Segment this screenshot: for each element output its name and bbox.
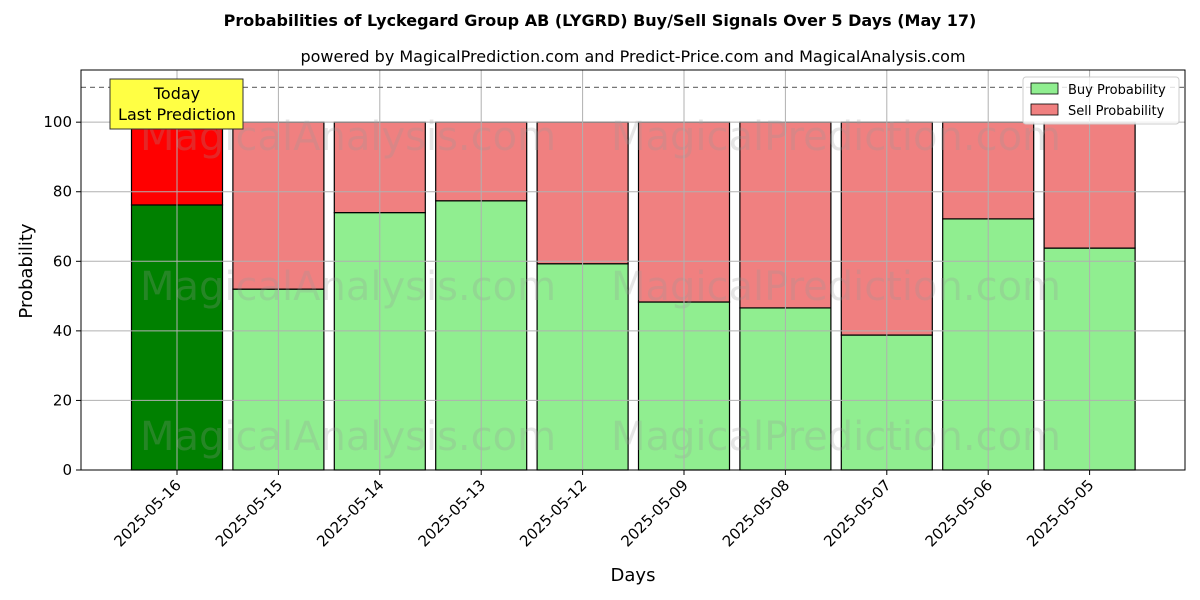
x-tick-label: 2025-05-08 bbox=[719, 476, 793, 550]
x-tick-label: 2025-05-05 bbox=[1023, 476, 1097, 550]
annotation-box bbox=[109, 78, 244, 130]
legend-label-buy: Buy Probability bbox=[1068, 83, 1166, 98]
today-annotation: Today Last Prediction bbox=[109, 78, 244, 130]
y-tick-label: 40 bbox=[53, 322, 72, 340]
watermark-text: MagicalAnalysis.com bbox=[140, 264, 556, 310]
annotation-line-1: Today bbox=[153, 84, 200, 103]
watermark-layer: MagicalAnalysis.com MagicalPrediction.com… bbox=[140, 114, 1061, 460]
x-tick-label: 2025-05-13 bbox=[415, 476, 489, 550]
x-tick-label: 2025-05-09 bbox=[617, 476, 691, 550]
legend-swatch-sell bbox=[1030, 103, 1059, 116]
y-axis-label: Probability bbox=[16, 223, 37, 318]
legend-label-sell: Sell Probability bbox=[1068, 104, 1165, 119]
watermark-text: MagicalPrediction.com bbox=[611, 414, 1061, 460]
x-tick-label: 2025-05-14 bbox=[313, 476, 387, 550]
watermark-text: MagicalPrediction.com bbox=[611, 114, 1061, 160]
x-tick-label: 2025-05-15 bbox=[212, 476, 286, 550]
x-tick-label: 2025-05-16 bbox=[110, 476, 184, 550]
plot-frame bbox=[80, 69, 1186, 471]
y-tick-label: 80 bbox=[53, 183, 72, 201]
x-tick-label: 2025-05-06 bbox=[922, 476, 996, 550]
watermark-text: MagicalAnalysis.com bbox=[140, 414, 556, 460]
y-tick-label: 60 bbox=[53, 252, 72, 270]
y-tick-label: 20 bbox=[53, 391, 72, 409]
y-tick-label: 100 bbox=[43, 113, 72, 131]
chart-title: Probabilities of Lyckegard Group AB (LYG… bbox=[224, 11, 977, 30]
y-tick-label: 0 bbox=[62, 461, 72, 479]
legend-swatch-buy bbox=[1030, 82, 1059, 95]
x-tick-label: 2025-05-12 bbox=[516, 476, 590, 550]
chart-subtitle: powered by MagicalPrediction.com and Pre… bbox=[300, 47, 965, 66]
x-tick-label: 2025-05-07 bbox=[820, 476, 894, 550]
x-axis-label: Days bbox=[611, 565, 656, 586]
annotation-line-2: Last Prediction bbox=[118, 105, 236, 124]
legend: Buy Probability Sell Probability bbox=[1022, 76, 1180, 125]
watermark-text: MagicalPrediction.com bbox=[611, 264, 1061, 310]
legend-box bbox=[1022, 76, 1180, 125]
